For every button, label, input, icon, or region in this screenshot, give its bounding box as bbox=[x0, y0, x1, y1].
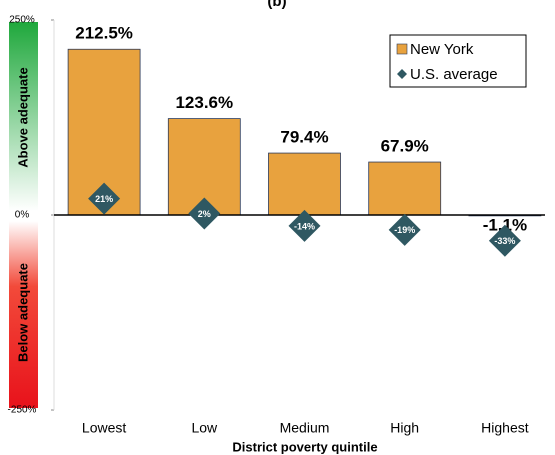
legend-label: U.S. average bbox=[410, 66, 498, 83]
legend-label: New York bbox=[410, 41, 474, 58]
diamond-marker bbox=[188, 197, 221, 230]
x-axis-title: District poverty quintile bbox=[232, 439, 377, 454]
legend-swatch bbox=[396, 43, 408, 55]
x-tick-label: Low bbox=[191, 420, 218, 436]
y-tick-label: -250% bbox=[8, 405, 37, 416]
above-band bbox=[9, 22, 38, 211]
bar bbox=[368, 161, 442, 216]
marker-label: 21% bbox=[95, 194, 113, 204]
annotation: Above adequate bbox=[15, 67, 30, 167]
diamond-marker bbox=[288, 209, 321, 242]
annotation: Below adequate bbox=[15, 263, 30, 362]
bar-label: 212.5% bbox=[75, 24, 133, 43]
bar-label: 67.9% bbox=[381, 137, 429, 156]
marker-label: -19% bbox=[394, 225, 415, 235]
legend-swatch bbox=[397, 69, 407, 79]
bar-label: 123.6% bbox=[175, 93, 233, 112]
marker-label: 2% bbox=[198, 209, 211, 219]
diamond-marker bbox=[488, 224, 521, 257]
diamond-marker bbox=[88, 182, 121, 215]
y-tick-label: 250% bbox=[9, 15, 35, 26]
bar-label: 79.4% bbox=[280, 128, 328, 147]
below-band bbox=[9, 221, 38, 408]
marker-label: -14% bbox=[294, 221, 315, 231]
x-tick-label: Lowest bbox=[82, 420, 126, 436]
x-tick-label: Medium bbox=[280, 420, 330, 436]
x-tick-label: Highest bbox=[481, 420, 529, 436]
diamond-marker bbox=[388, 213, 421, 246]
legend-box bbox=[389, 34, 527, 88]
y-tick-label: 0% bbox=[15, 210, 30, 221]
chart-title: (b) bbox=[267, 0, 286, 10]
bar bbox=[268, 152, 341, 216]
x-tick-label: High bbox=[390, 420, 419, 436]
marker-label: -33% bbox=[494, 236, 515, 246]
